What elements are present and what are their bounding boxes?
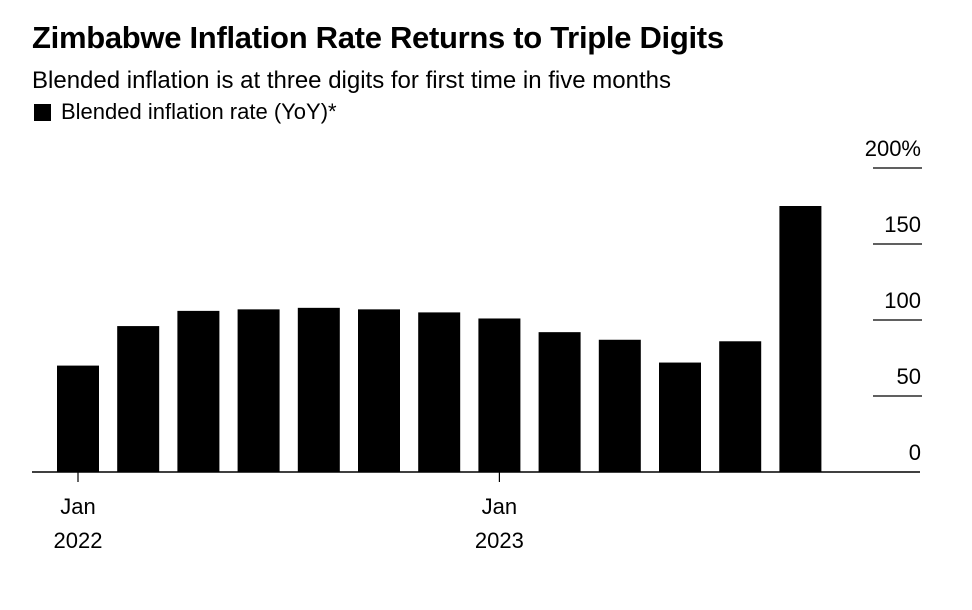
x-tick-label-year: 2023 — [475, 528, 524, 553]
chart-title: Zimbabwe Inflation Rate Returns to Tripl… — [32, 20, 724, 55]
bar — [598, 339, 641, 472]
bar — [117, 326, 160, 472]
x-tick-label-month: Jan — [482, 494, 517, 519]
x-tick-label-month: Jan — [60, 494, 95, 519]
bar — [538, 332, 581, 472]
y-tick-label: 200% — [865, 136, 921, 161]
y-tick-label: 150 — [884, 212, 921, 237]
chart-subtitle: Blended inflation is at three digits for… — [32, 67, 671, 94]
bar — [297, 307, 340, 472]
legend: Blended inflation rate (YoY)* — [34, 99, 337, 125]
bar — [358, 309, 400, 472]
bar — [659, 362, 701, 472]
y-tick-label: 100 — [884, 288, 921, 313]
bar — [418, 312, 461, 472]
bar — [779, 206, 822, 472]
legend-label: Blended inflation rate (YoY)* — [61, 99, 337, 124]
x-tick-label-year: 2022 — [54, 528, 103, 553]
bar — [57, 365, 99, 472]
legend-swatch — [34, 103, 51, 121]
bar — [478, 318, 521, 472]
y-tick-label: 0 — [909, 440, 921, 465]
bar — [237, 309, 280, 472]
bar — [719, 341, 762, 472]
y-tick-label: 50 — [897, 364, 921, 389]
bar — [177, 310, 220, 472]
